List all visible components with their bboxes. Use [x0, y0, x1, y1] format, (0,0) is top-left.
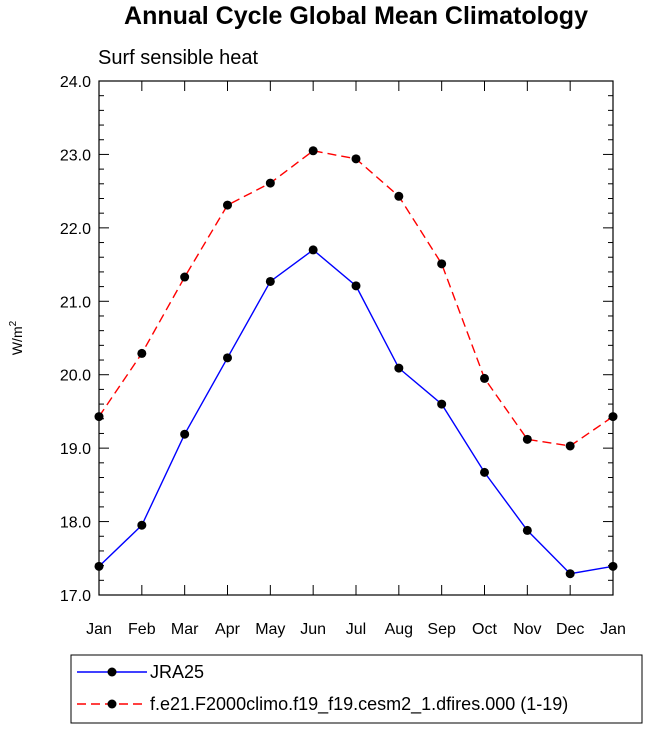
- y-tick-label: 23.0: [60, 147, 91, 164]
- series-0-point: [223, 353, 232, 363]
- series-0-point: [308, 245, 318, 255]
- x-tick-label: Sep: [427, 621, 456, 638]
- y-tick-label: 19.0: [60, 441, 91, 458]
- y-axis-label-superscript: 2: [8, 320, 19, 326]
- x-tick-label: May: [255, 621, 285, 638]
- series-0-point: [437, 399, 447, 409]
- x-tick-label: Nov: [513, 621, 541, 638]
- x-tick-label: Jan: [600, 621, 626, 638]
- x-tick-label: Aug: [385, 621, 413, 638]
- series-0-point: [137, 520, 147, 530]
- series-1-point: [522, 434, 532, 444]
- series-1-point: [394, 191, 404, 201]
- series-0-point: [180, 429, 190, 439]
- series-1-point: [480, 373, 489, 383]
- y-tick-label: 20.0: [60, 368, 91, 385]
- series-1-point: [223, 200, 232, 210]
- series-1-point: [437, 259, 447, 269]
- series-1-point: [265, 178, 275, 188]
- series-0-point: [565, 569, 575, 579]
- plot-frame: [98, 80, 614, 596]
- svg-text:W/m2: W/m2: [8, 320, 25, 355]
- legend-label-1: f.e21.F2000climo.f19_f19.cesm2_1.dfires.…: [150, 694, 568, 715]
- x-tick-label: Jan: [86, 621, 112, 638]
- legend: JRA25 f.e21.F2000climo.f19_f19.cesm2_1.df…: [77, 662, 568, 715]
- x-tick-label: Mar: [171, 621, 199, 638]
- y-tick-label: 17.0: [60, 588, 91, 605]
- series-layer: [94, 146, 618, 579]
- y-axis-label: W/m2: [8, 320, 25, 355]
- legend-label-0: JRA25: [150, 662, 204, 682]
- x-tick-label: Jun: [300, 621, 326, 638]
- series-0-point: [351, 281, 361, 291]
- x-tick-label: Jul: [346, 621, 366, 638]
- chart-title: Annual Cycle Global Mean Climatology: [124, 2, 588, 30]
- series-1-point: [351, 154, 361, 164]
- y-axis-label-text: W/m: [9, 326, 25, 355]
- x-tick-label: Dec: [556, 621, 584, 638]
- series-line-1: [98, 150, 614, 447]
- series-line-0: [98, 248, 614, 575]
- y-tick-label: 24.0: [60, 74, 91, 91]
- legend-marker-0: [107, 667, 117, 677]
- series-1-point: [137, 348, 147, 358]
- series-1-point: [180, 272, 190, 282]
- series-0-point: [394, 363, 404, 373]
- series-1-point: [565, 441, 575, 451]
- y-tick-label: 21.0: [60, 294, 91, 311]
- x-tick-label: Apr: [215, 621, 241, 638]
- y-tick-label: 18.0: [60, 515, 91, 532]
- x-tick-label: Oct: [472, 621, 497, 638]
- chart-subtitle: Surf sensible heat: [98, 47, 259, 69]
- x-tick-label: Feb: [128, 621, 156, 638]
- series-1-point: [308, 146, 318, 156]
- ticks-layer: 17.0 18.0 19.0 20.0 21.0 22.0 23.0 24.0 Jan Feb Ma…: [60, 74, 626, 638]
- legend-marker-1: [107, 699, 117, 709]
- y-tick-label: 22.0: [60, 221, 91, 238]
- legend-box: [70, 654, 643, 724]
- series-0-point: [480, 467, 489, 477]
- series-0-point: [522, 525, 532, 535]
- series-0-point: [265, 276, 275, 286]
